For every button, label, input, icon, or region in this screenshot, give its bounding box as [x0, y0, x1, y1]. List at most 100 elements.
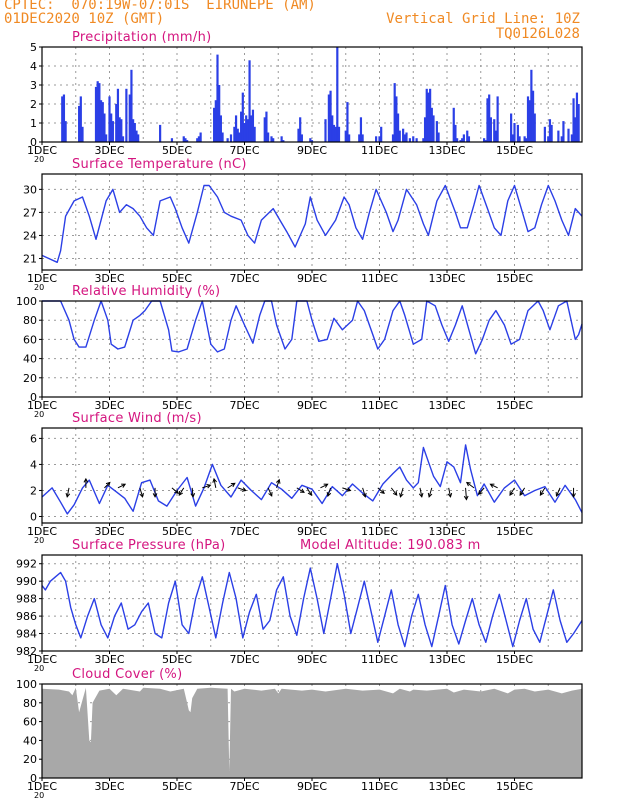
x-tick-label: 13DEC	[428, 272, 465, 285]
y-tick-label: 1	[30, 117, 37, 130]
precip-bar	[96, 81, 99, 142]
y-tick-label: 6	[30, 432, 37, 445]
precip-bar	[267, 132, 270, 142]
precip-bar	[329, 90, 332, 142]
wind-vector-arrow	[276, 479, 280, 489]
precip-bar	[557, 130, 560, 142]
precip-bar	[216, 54, 219, 142]
wind-vector-head	[152, 493, 158, 498]
precip-bar	[250, 115, 253, 142]
precip-bar	[489, 117, 492, 142]
precip-bar	[547, 136, 550, 142]
wind-vector-arrow	[202, 484, 211, 489]
precip-bar	[412, 136, 415, 142]
precip-bar	[466, 130, 469, 142]
y-tick-label: 992	[16, 558, 37, 571]
y-tick-label: 100	[16, 295, 37, 308]
precip-bar	[297, 128, 300, 142]
precip-bar	[248, 60, 251, 142]
y-tick-label: 40	[23, 353, 37, 366]
x-tick-label: 3DEC	[94, 272, 124, 285]
y-tick-label: 982	[16, 645, 37, 658]
x-tick-label: 15DEC	[496, 780, 533, 793]
precip-bar	[452, 107, 455, 142]
wind-vector-arrow	[139, 487, 144, 498]
x-year-fragment: 20	[34, 155, 44, 164]
wind-vector-head	[241, 487, 247, 492]
wind-vector-arrow	[556, 487, 561, 497]
precip-bar	[516, 124, 519, 142]
x-tick-label: 11DEC	[361, 653, 398, 666]
x-tick-label: 9DEC	[297, 144, 327, 157]
x-tick-label: 1DEC	[27, 399, 57, 412]
wind-vector-arrow	[466, 482, 475, 489]
y-tick-label: 4	[30, 458, 37, 471]
y-tick-label: 2	[30, 484, 37, 497]
precip-bar	[359, 117, 363, 142]
y-tick-label: 5	[30, 41, 37, 54]
precip-bar	[79, 96, 82, 142]
panel-frame	[41, 46, 583, 143]
precip-bar	[408, 138, 411, 142]
wind-vector-arrow	[490, 483, 498, 489]
wind-vector-head	[230, 482, 236, 488]
precip-bar	[64, 121, 67, 142]
wind-vector-arrow	[519, 487, 526, 496]
rh-series-line	[42, 300, 583, 355]
precip-bar	[81, 126, 84, 142]
x-tick-label: 15DEC	[496, 525, 533, 538]
precip-bar	[243, 123, 246, 142]
wind-vector-head	[427, 492, 433, 498]
precip-bar	[496, 96, 499, 142]
wind-vector-head	[83, 477, 89, 483]
x-tick-label: 3DEC	[94, 144, 124, 157]
precip-bar	[263, 117, 266, 142]
x-tick-label: 5DEC	[162, 144, 192, 157]
precip-bar	[170, 138, 174, 142]
precip-bar	[300, 134, 303, 142]
x-year-fragment: 20	[34, 791, 44, 800]
precip-bar	[402, 128, 405, 142]
precip-bar	[415, 138, 418, 142]
wind-vector-arrow	[509, 487, 515, 496]
precip-bar	[486, 98, 489, 142]
wind-vector-arrow	[267, 487, 273, 497]
x-tick-label: 1DEC	[27, 144, 57, 157]
x-tick-label: 15DEC	[496, 272, 533, 285]
y-tick-label: 990	[16, 575, 37, 588]
precip-bar	[121, 136, 125, 142]
wind-vector-head	[212, 477, 217, 483]
wind-vector-arrow	[342, 487, 351, 492]
y-tick-label: 984	[16, 628, 37, 641]
wind-vector-arrow	[327, 487, 332, 497]
precip-bar	[332, 124, 336, 142]
x-tick-label: 7DEC	[229, 780, 259, 793]
x-tick-label: 7DEC	[229, 399, 259, 412]
pres-series-line	[41, 563, 583, 648]
header-station-line: CPTEC: 070:19W-07:01S EIRUNEPE (AM)	[4, 0, 316, 13]
precip-bar	[483, 138, 486, 142]
y-tick-label: 60	[23, 716, 37, 729]
x-tick-label: 7DEC	[229, 653, 259, 666]
wind-vector-arrow	[362, 487, 366, 498]
wind-vector-head	[206, 483, 212, 489]
y-tick-label: 20	[23, 372, 37, 385]
precip-bar	[562, 121, 565, 142]
x-tick-label: 13DEC	[428, 780, 465, 793]
precip-bar	[135, 130, 138, 142]
x-tick-label: 13DEC	[428, 399, 465, 412]
x-tick-label: 1DEC	[27, 780, 57, 793]
x-tick-label: 15DEC	[496, 399, 533, 412]
wind-vector-head	[539, 491, 545, 496]
precip-bar	[429, 88, 432, 142]
panel-temp: 21 24 27 30 1DEC 3DEC 5DEC 7DEC 9DEC 11DEC 13DEC 15…	[23, 157, 583, 292]
y-tick-label: 27	[23, 206, 37, 219]
precip-bar	[380, 126, 383, 142]
precip-bar	[533, 113, 536, 142]
precip-bar	[391, 134, 395, 142]
wind-vector-arrow	[478, 487, 485, 495]
wind-vector-head	[326, 491, 332, 497]
panel-pres: 982 984 986 988 990 992 1DEC 3DEC 5DEC 7DEC 9DEC 11…	[16, 538, 583, 673]
wind-vector-head	[65, 492, 71, 498]
